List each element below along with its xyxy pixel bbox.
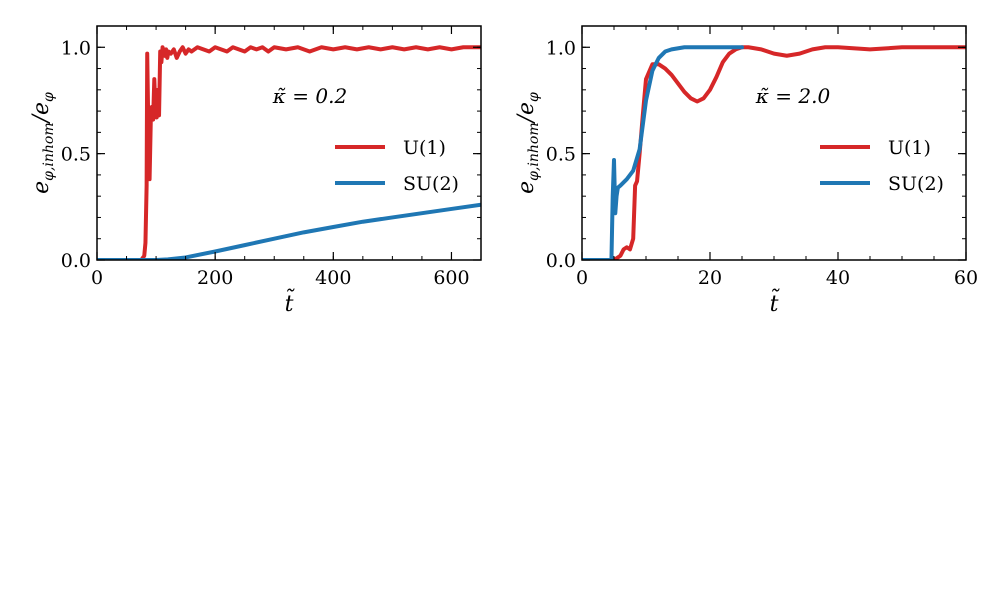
y-tick-label: 0.0 <box>546 250 576 272</box>
panel-left: 0 200 400 600 0.0 0.5 1.0 eφ,inhom/eφ t̃ κ̃ = … <box>29 25 482 317</box>
y-axis-label-right: eφ,inhom/eφ <box>514 92 542 194</box>
annotation-right: κ̃ = 2.0 <box>755 84 831 108</box>
y-tick-label: 0.0 <box>61 250 91 272</box>
legend-left: U(1) SU(2) <box>335 137 459 195</box>
series-line-u1-left <box>97 45 481 260</box>
x-tick-label: 200 <box>197 267 233 289</box>
panel-right: 0 20 40 60 0.0 0.5 1.0 eφ,inhom/eφ t̃ κ̃ = 2.0… <box>514 25 978 317</box>
x-tick-label: 0 <box>576 267 588 289</box>
legend-label-su2-right: SU(2) <box>888 173 944 195</box>
x-tick-label: 20 <box>698 267 722 289</box>
x-tick-label: 400 <box>315 267 351 289</box>
series-line-su2-right <box>582 45 744 260</box>
y-tick-label: 0.5 <box>61 144 91 166</box>
x-tick-label: 60 <box>954 267 978 289</box>
legend-label-u1-left: U(1) <box>403 137 446 159</box>
legend-right: U(1) SU(2) <box>820 137 944 195</box>
x-axis-label-left: t̃ <box>285 287 296 317</box>
y-tick-label: 1.0 <box>546 37 576 59</box>
series-line-u1-right <box>582 45 966 260</box>
legend-label-u1-right: U(1) <box>888 137 931 159</box>
x-axis-label-right: t̃ <box>770 287 781 317</box>
legend-label-su2-left: SU(2) <box>403 173 459 195</box>
x-tick-label: 0 <box>91 267 103 289</box>
x-tick-label: 40 <box>826 267 850 289</box>
y-tick-label: 0.5 <box>546 144 576 166</box>
x-tick-label: 600 <box>433 267 469 289</box>
y-axis-label-left: eφ,inhom/eφ <box>29 92 57 194</box>
annotation-left: κ̃ = 0.2 <box>272 84 347 108</box>
y-tick-label: 1.0 <box>61 37 91 59</box>
series-line-su2-left <box>97 202 481 260</box>
plot-frame-left <box>96 25 482 261</box>
